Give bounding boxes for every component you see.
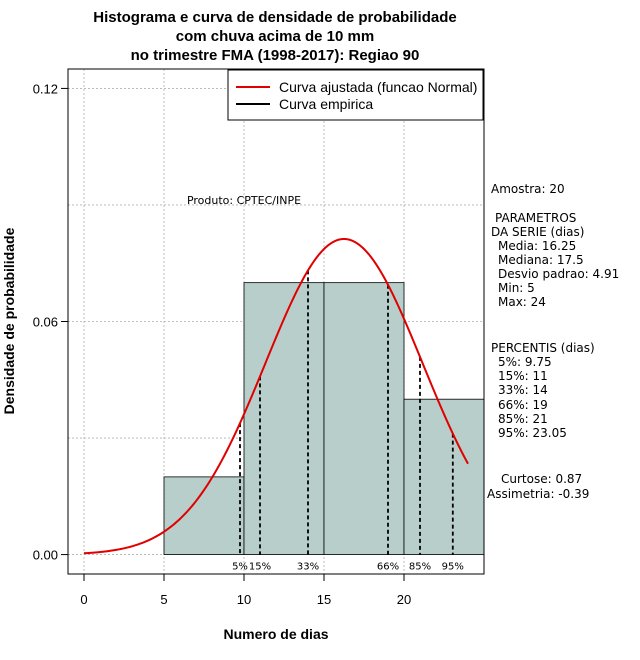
chart-title-line-3: no trimestre FMA (1998-2017): Regiao 90 xyxy=(131,47,420,64)
chart-title-line-1: Histograma e curva de densidade de proba… xyxy=(93,9,456,26)
x-tick-label: 20 xyxy=(397,592,411,607)
x-axis-ticks: 0 5 10 15 20 xyxy=(80,574,411,607)
percentile-label: 5% xyxy=(232,562,248,573)
stat-percentis-title: PERCENTIS (dias) xyxy=(491,341,595,355)
x-tick-label: 15 xyxy=(317,592,331,607)
percentile-lines xyxy=(239,270,454,555)
legend-normal-label: Curva ajustada (funcao Normal) xyxy=(279,79,477,95)
y-tick-label: 0.12 xyxy=(33,81,58,96)
x-axis-label: Numero de dias xyxy=(223,626,328,642)
legend-empirical-label: Curva empirica xyxy=(279,96,373,112)
histogram-bar xyxy=(243,282,325,555)
plot-frame xyxy=(67,68,485,575)
percentile-label: 95% xyxy=(442,562,464,573)
percentile-label: 85% xyxy=(409,562,431,573)
stat-desvio: Desvio padrao: 4.91 xyxy=(498,267,619,281)
product-annotation: Produto: CPTEC/INPE xyxy=(187,194,301,207)
stat-mediana: Mediana: 17.5 xyxy=(498,253,584,267)
normal-curve xyxy=(83,237,469,555)
normal-curve-line xyxy=(83,237,469,555)
histogram-bars xyxy=(163,282,485,555)
stat-p66: 66%: 19 xyxy=(498,398,548,412)
y-tick-label: 0.00 xyxy=(33,548,58,563)
percentile-labels: 5% 15% 33% 66% 85% 95% xyxy=(232,562,464,573)
histogram-bar xyxy=(323,282,405,555)
stat-max: Max: 24 xyxy=(498,295,546,309)
stat-p95: 95%: 23.05 xyxy=(498,426,567,440)
x-tick-label: 10 xyxy=(237,592,251,607)
stat-parametros-title: PARAMETROS xyxy=(495,211,576,225)
stat-p5: 5%: 9.75 xyxy=(498,355,552,369)
x-tick-label: 5 xyxy=(160,592,167,607)
stat-media: Media: 16.25 xyxy=(498,239,576,253)
stat-p33: 33%: 14 xyxy=(498,383,548,397)
legend: Curva ajustada (funcao Normal) Curva emp… xyxy=(227,69,484,121)
stat-p85: 85%: 21 xyxy=(498,412,548,426)
histogram-bar xyxy=(403,398,485,555)
stat-assimetria: Assimetria: -0.39 xyxy=(487,487,589,501)
x-tick-label: 0 xyxy=(80,592,87,607)
percentile-label: 66% xyxy=(377,562,399,573)
percentile-label: 33% xyxy=(297,562,319,573)
chart-title-line-2: com chuva acima de 10 mm xyxy=(176,28,374,45)
stat-amostra: Amostra: 20 xyxy=(491,182,565,196)
legend-box xyxy=(227,69,484,121)
stat-min: Min: 5 xyxy=(498,281,535,295)
y-axis-ticks: 0.00 0.06 0.12 xyxy=(33,81,68,563)
percentile-label: 15% xyxy=(249,562,271,573)
y-tick-label: 0.06 xyxy=(33,315,58,330)
y-axis-label: Densidade de probabilidade xyxy=(1,227,17,414)
statistics-panel: Amostra: 20 PARAMETROS DA SERIE (dias) M… xyxy=(487,182,619,501)
stat-curtose: Curtose: 0.87 xyxy=(501,472,582,486)
stat-p15: 15%: 11 xyxy=(498,369,548,383)
stat-parametros-subtitle: DA SERIE (dias) xyxy=(491,225,584,239)
